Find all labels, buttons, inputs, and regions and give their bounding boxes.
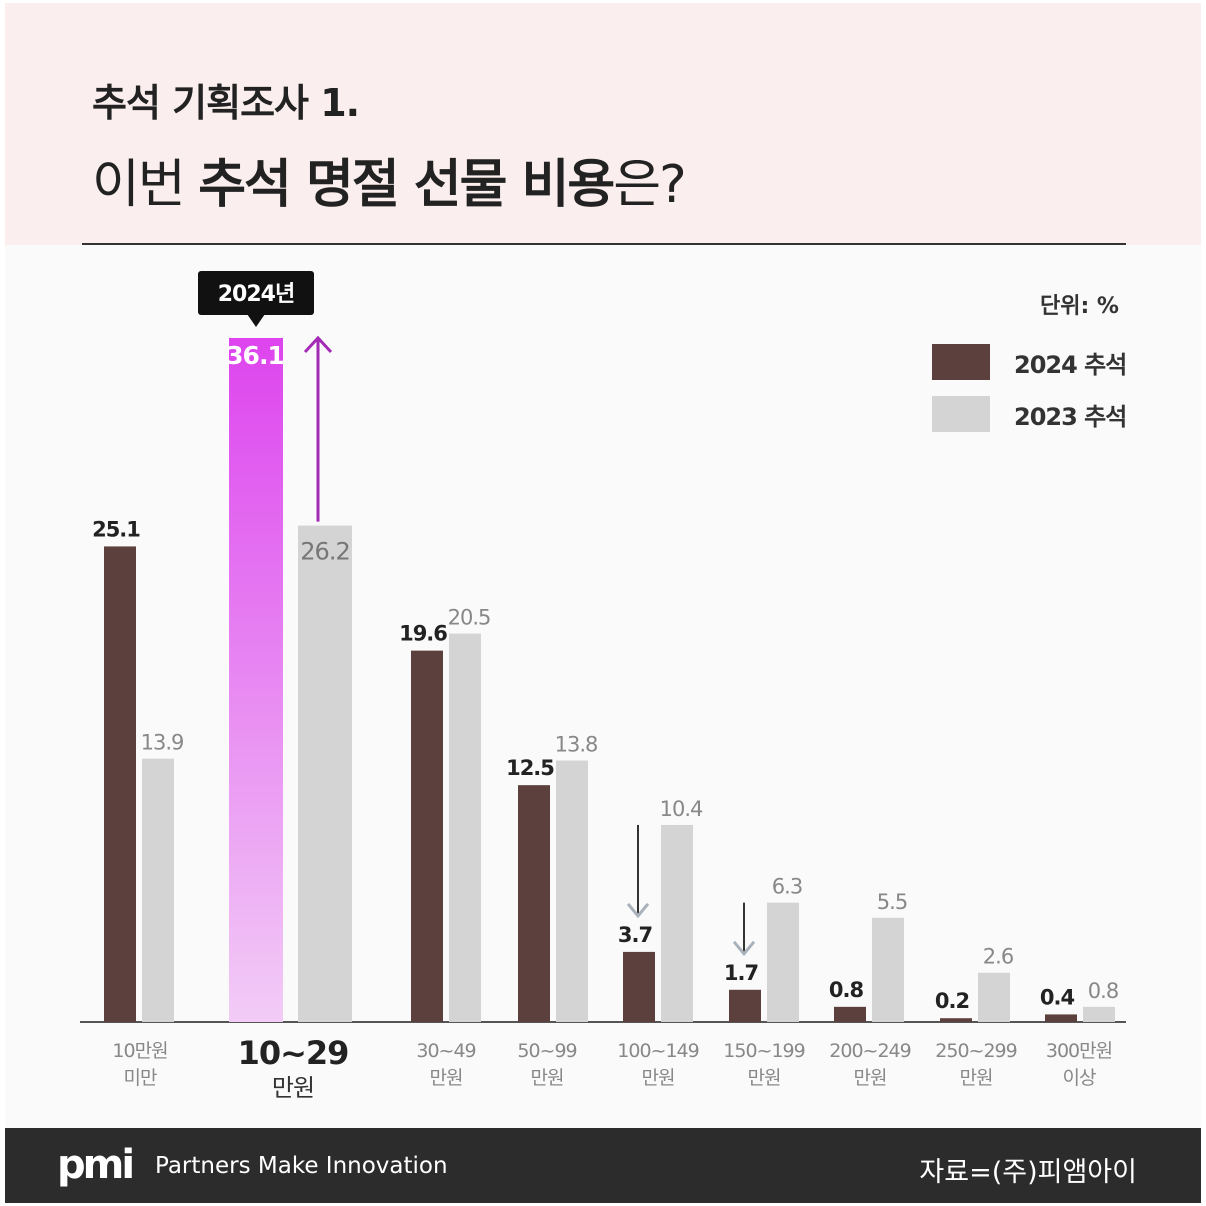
tick-label-sub: 미만 — [124, 1067, 157, 1089]
data-label-2024: 0.4 — [1040, 985, 1075, 1009]
bar-2023 — [556, 760, 588, 1022]
data-label-2023: 2.6 — [983, 945, 1014, 969]
callout-label: 2024년 — [218, 282, 294, 307]
data-label-2024: 0.2 — [935, 989, 969, 1013]
tick-label-sub: 만원 — [960, 1067, 993, 1089]
tick-label-sub: 만원 — [430, 1067, 463, 1089]
legend-item-2024: 2024 추석 — [932, 344, 1127, 380]
tick-label-sub: 만원 — [531, 1067, 564, 1089]
title-suffix: 은? — [613, 155, 686, 215]
tick-label-sub: 만원 — [748, 1067, 781, 1089]
legend-label-2023: 2023 추석 — [1014, 402, 1127, 431]
decrease-arrow-head — [732, 940, 756, 957]
bar-2023 — [298, 525, 352, 1022]
data-label-2023: 20.5 — [448, 606, 491, 630]
data-label-2024: 25.1 — [92, 517, 140, 541]
tick-label-main: 250~299 — [935, 1040, 1016, 1062]
bar-2024 — [518, 785, 550, 1022]
header-divider — [82, 243, 1126, 245]
bar-2023 — [661, 824, 693, 1022]
legend: 2024 추석 2023 추석 — [932, 344, 1127, 448]
bar-2023 — [142, 758, 174, 1022]
bar-2024 — [104, 546, 136, 1022]
bar-2024 — [940, 1018, 972, 1022]
pmi-logo: pmi — [57, 1142, 135, 1188]
legend-swatch-2024 — [932, 344, 990, 380]
tick-label-sub: 이상 — [1063, 1067, 1096, 1089]
callout-box — [198, 271, 314, 315]
legend-swatch-2023 — [932, 396, 990, 432]
data-label-2023: 0.8 — [1088, 979, 1118, 1003]
data-label-2024: 36.1 — [226, 341, 284, 370]
unit-label: 단위: % — [1040, 294, 1119, 319]
bar-2023 — [449, 633, 481, 1022]
tick-label-sub: 만원 — [854, 1067, 887, 1089]
legend-item-2023: 2023 추석 — [932, 396, 1127, 432]
footer-tagline: Partners Make Innovation — [155, 1153, 448, 1179]
tick-label-main: 100~149 — [617, 1040, 698, 1062]
footer-bar: pmi Partners Make Innovation 자료=(주)피앰아이 — [5, 1128, 1201, 1203]
data-label-2024: 1.7 — [724, 961, 758, 985]
title-prefix: 이번 — [92, 155, 199, 215]
bar-2023 — [1083, 1006, 1115, 1022]
data-label-2024: 19.6 — [399, 622, 447, 646]
data-label-2023: 26.2 — [300, 538, 349, 566]
tick-label-main: 10만원 — [112, 1040, 167, 1062]
tick-label-main: 50~99 — [517, 1040, 576, 1062]
tick-label-sub: 만원 — [642, 1067, 675, 1089]
bar-2024 — [623, 951, 655, 1022]
bar-2024 — [229, 338, 283, 1022]
legend-label-2024: 2024 추석 — [1014, 350, 1127, 379]
bar-2023 — [872, 917, 904, 1022]
decrease-arrow-head — [626, 902, 650, 919]
tick-label-main: 200~249 — [829, 1040, 910, 1062]
tick-label-main: 10~29 — [238, 1034, 349, 1072]
bar-2024 — [834, 1006, 866, 1022]
data-label-2023: 6.3 — [772, 875, 802, 899]
tick-label-main: 30~49 — [416, 1040, 475, 1062]
header-band — [5, 3, 1201, 245]
tick-label-main: 150~199 — [723, 1040, 804, 1062]
data-label-2023: 13.9 — [141, 731, 184, 755]
callout-pointer — [247, 314, 265, 327]
title-bold: 추석 명절 선물 비용 — [198, 155, 615, 215]
data-label-2023: 5.5 — [877, 890, 907, 914]
survey-subtitle: 추석 기획조사 1. — [92, 81, 360, 125]
source-credit: 자료=(주)피앰아이 — [919, 1157, 1137, 1188]
data-label-2024: 3.7 — [618, 923, 652, 947]
bar-2024 — [729, 989, 761, 1022]
increase-arrow-head — [303, 335, 333, 354]
data-label-2024: 12.5 — [506, 756, 554, 780]
bar-2024 — [411, 650, 443, 1022]
bar-2023 — [767, 902, 799, 1022]
data-label-2024: 0.8 — [829, 978, 864, 1002]
data-label-2023: 10.4 — [660, 797, 703, 821]
page-title: 이번 추석 명절 선물 비용은? — [92, 142, 687, 217]
bar-2024 — [1045, 1014, 1077, 1022]
bar-2023 — [978, 972, 1010, 1022]
tick-label-sub: 만원 — [272, 1074, 314, 1102]
tick-label-main: 300만원 — [1046, 1040, 1112, 1062]
data-label-2023: 13.8 — [555, 733, 598, 757]
